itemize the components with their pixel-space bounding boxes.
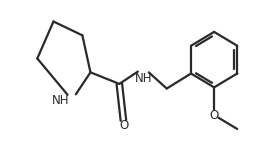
Text: O: O <box>119 119 129 132</box>
Text: NH: NH <box>52 94 70 107</box>
Text: NH: NH <box>135 72 152 85</box>
Text: O: O <box>210 109 219 122</box>
